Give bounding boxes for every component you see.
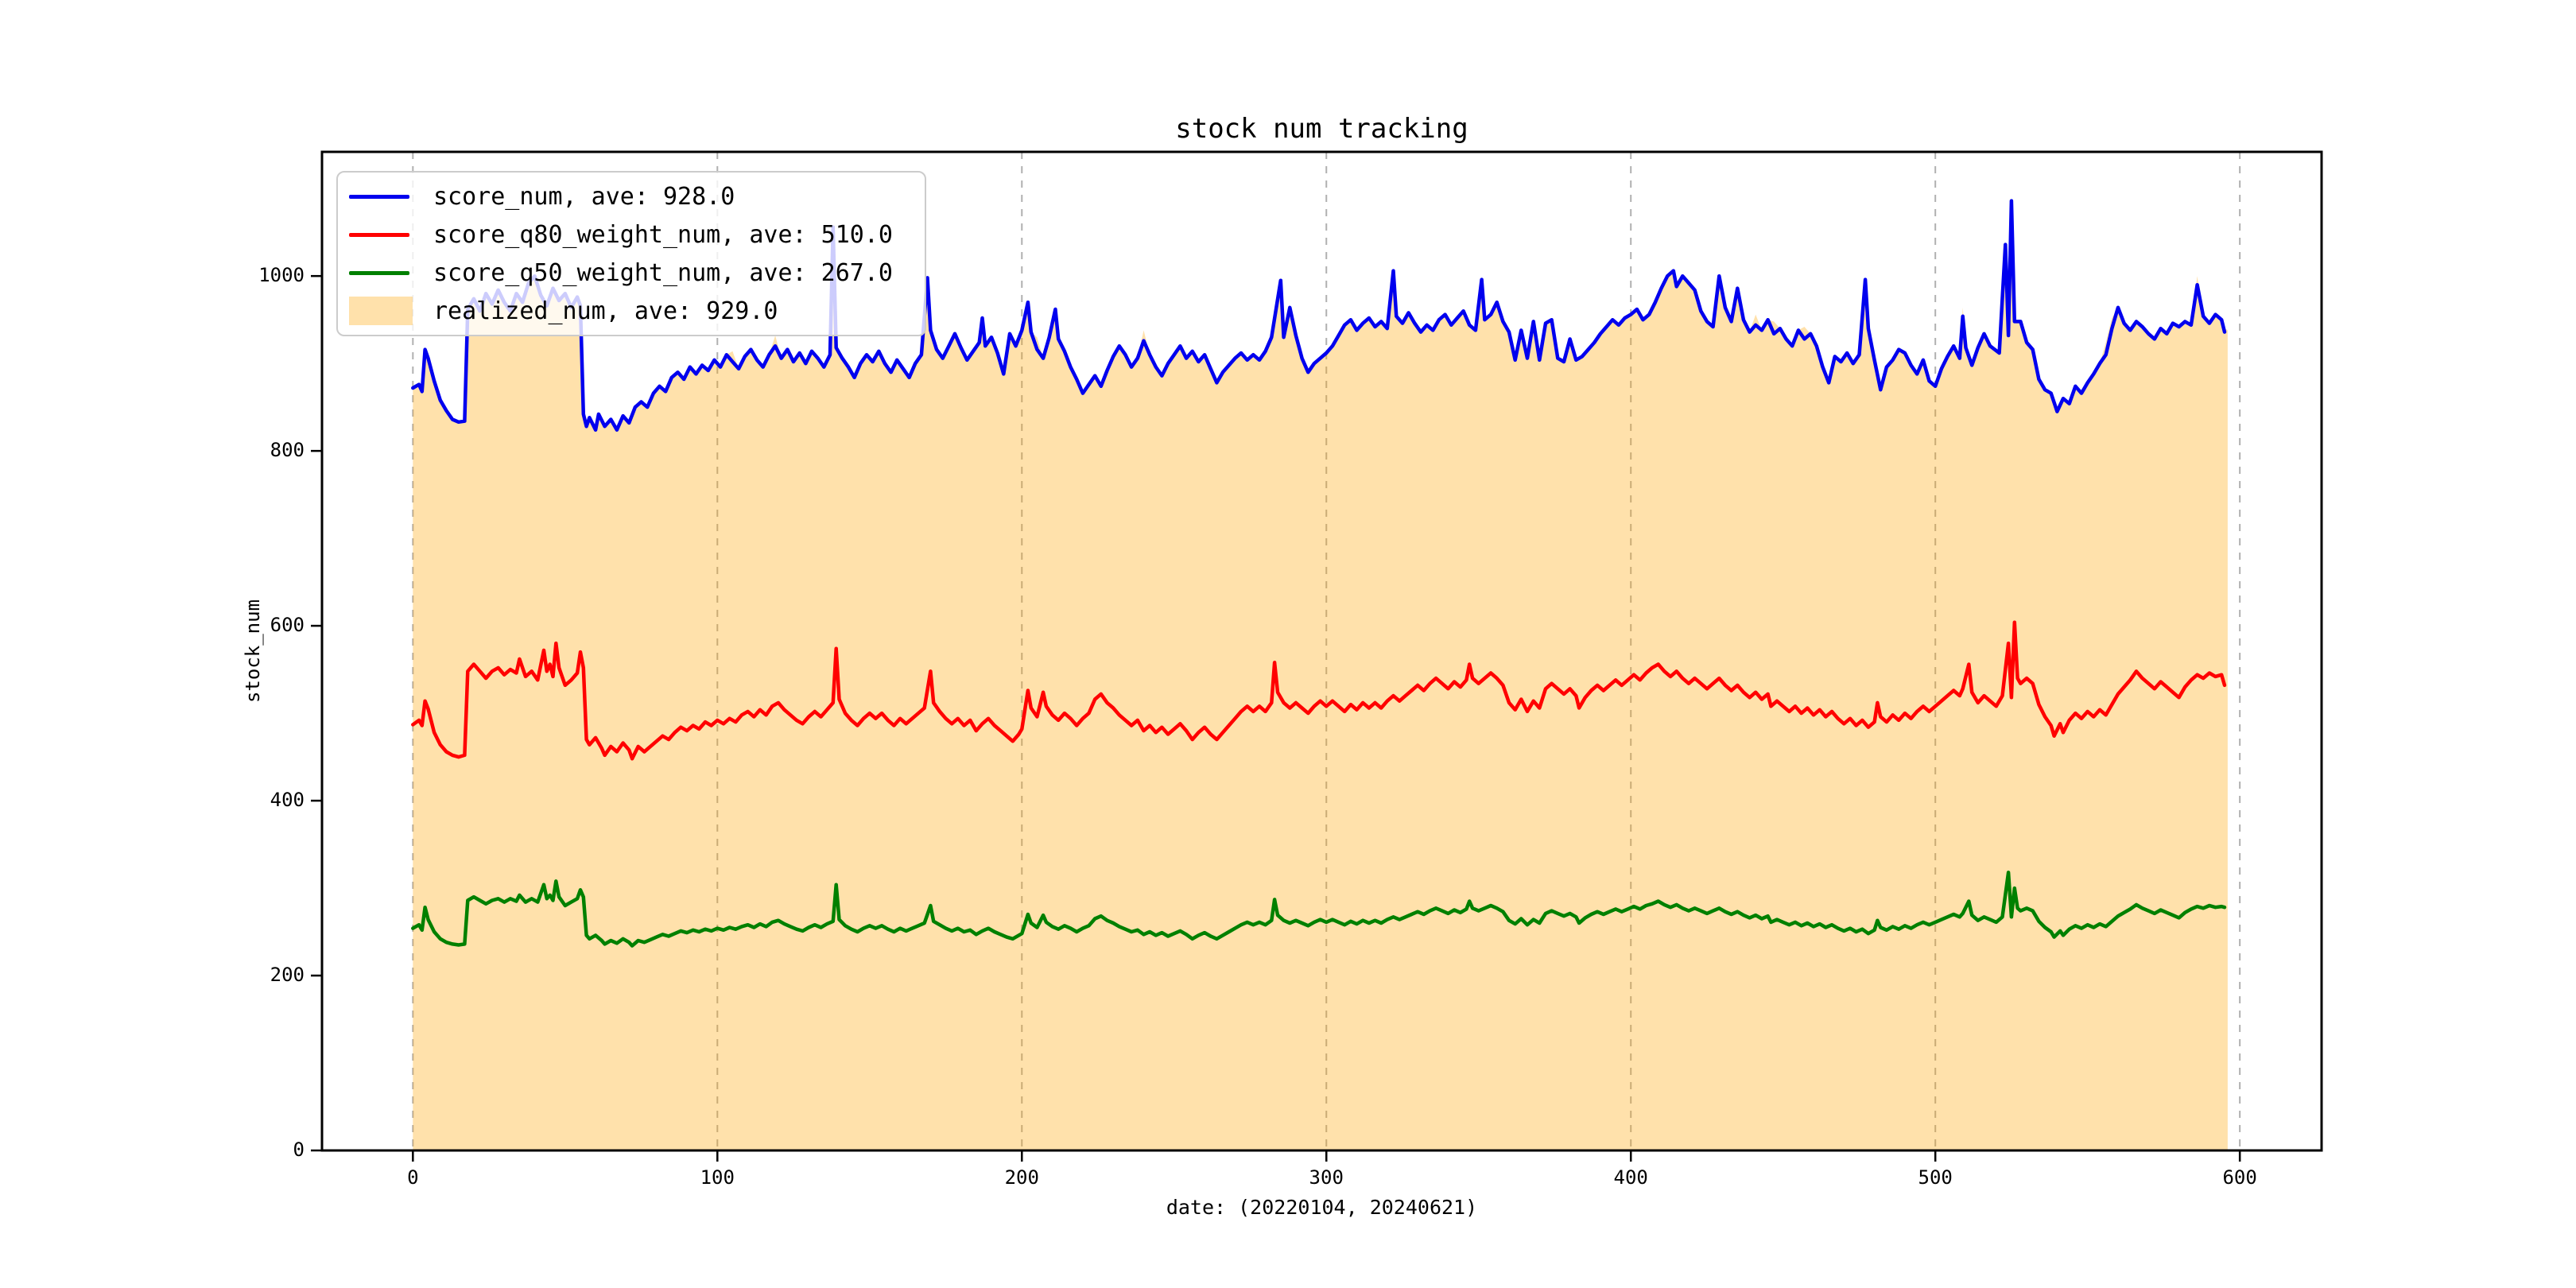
x-tick-label: 500 <box>1918 1166 1953 1189</box>
x-tick-label: 200 <box>1004 1166 1039 1189</box>
legend-item-label: score_q80_weight_num, ave: 510.0 <box>433 220 893 249</box>
vertical-gridlines <box>412 152 2241 1150</box>
axes-frame <box>320 150 2323 1152</box>
legend-line-swatch-icon <box>349 232 422 237</box>
axis-tick-marks <box>311 274 2241 1162</box>
swatch-color <box>349 270 409 275</box>
x-tick-label: 400 <box>1613 1166 1648 1189</box>
legend-patch-swatch-icon <box>349 297 422 325</box>
legend-item: score_num, ave: 928.0 <box>349 178 925 215</box>
swatch-color <box>349 232 409 237</box>
chart-title: stock num tracking <box>1175 113 1468 145</box>
legend-item: score_q80_weight_num, ave: 510.0 <box>349 216 925 253</box>
legend-line-swatch-icon <box>349 194 422 199</box>
legend-item-label: realized_num, ave: 929.0 <box>433 297 778 325</box>
legend-item-label: score_num, ave: 928.0 <box>433 182 735 211</box>
swatch-color <box>349 194 409 199</box>
y-tick-label: 800 <box>270 439 305 462</box>
legend-item: realized_num, ave: 929.0 <box>349 293 925 329</box>
legend-line-swatch-icon <box>349 270 422 275</box>
x-tick-label: 0 <box>407 1166 419 1189</box>
x-tick-label: 300 <box>1309 1166 1344 1189</box>
score-q50-weight-num-line <box>411 871 2227 948</box>
legend: score_num, ave: 928.0 score_q80_weight_nu… <box>336 171 926 336</box>
swatch-color <box>349 297 413 325</box>
y-tick-label: 1000 <box>258 264 305 287</box>
score-q80-weight-num-line <box>411 620 2227 761</box>
y-tick-label: 200 <box>270 964 305 987</box>
y-tick-label: 400 <box>270 789 305 812</box>
x-axis-label: date: (20220104, 20240621) <box>1166 1196 1478 1219</box>
y-tick-label: 0 <box>293 1139 305 1161</box>
y-tick-label: 600 <box>270 614 305 637</box>
score-num-line <box>411 199 2227 432</box>
realized-num-area <box>413 200 2228 1151</box>
x-tick-label: 600 <box>2222 1166 2257 1189</box>
legend-item: score_q50_weight_num, ave: 267.0 <box>349 254 925 291</box>
x-tick-label: 100 <box>700 1166 735 1189</box>
legend-item-label: score_q50_weight_num, ave: 267.0 <box>433 258 893 287</box>
